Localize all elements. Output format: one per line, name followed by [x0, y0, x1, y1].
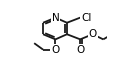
Text: Cl: Cl — [81, 13, 91, 23]
Text: O: O — [88, 29, 97, 39]
Text: O: O — [51, 45, 59, 55]
Text: N: N — [52, 13, 59, 23]
Text: O: O — [76, 45, 84, 55]
